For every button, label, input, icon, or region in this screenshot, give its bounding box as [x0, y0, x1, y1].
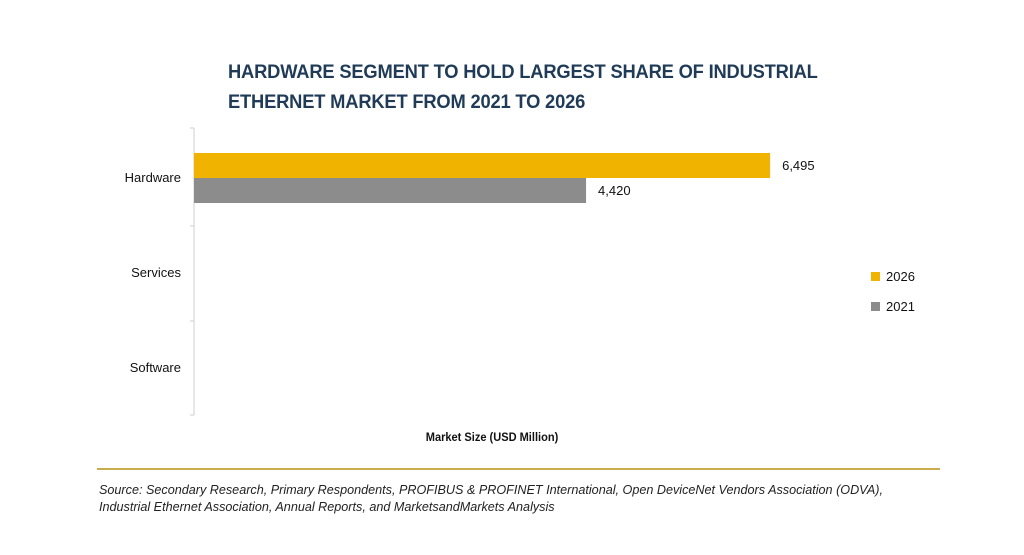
legend-item-2021: 2021: [871, 297, 915, 315]
bar-hardware-2021: [194, 178, 587, 203]
legend-label-2021: 2021: [886, 298, 915, 314]
legend-swatch-2026: [871, 271, 880, 281]
chart-title: HARDWARE SEGMENT TO HOLD LARGEST SHARE O…: [228, 61, 818, 113]
legend-label-2026: 2026: [886, 268, 915, 284]
bar-hardware-2026: [194, 153, 771, 178]
category-label-services: Services: [131, 265, 181, 280]
data-label-hardware-2021: 4,420: [598, 183, 631, 198]
legend-swatch-2021: [871, 301, 880, 311]
category-label-software: Software: [130, 360, 181, 375]
legend-item-2026: 2026: [871, 267, 915, 285]
source-note: Source: Secondary Research, Primary Resp…: [99, 482, 884, 514]
category-label-hardware: Hardware: [125, 170, 181, 185]
data-label-hardware-2026: 6,495: [782, 158, 815, 173]
source-divider: [97, 468, 940, 470]
x-axis-label: Market Size (USD Million): [425, 430, 559, 444]
